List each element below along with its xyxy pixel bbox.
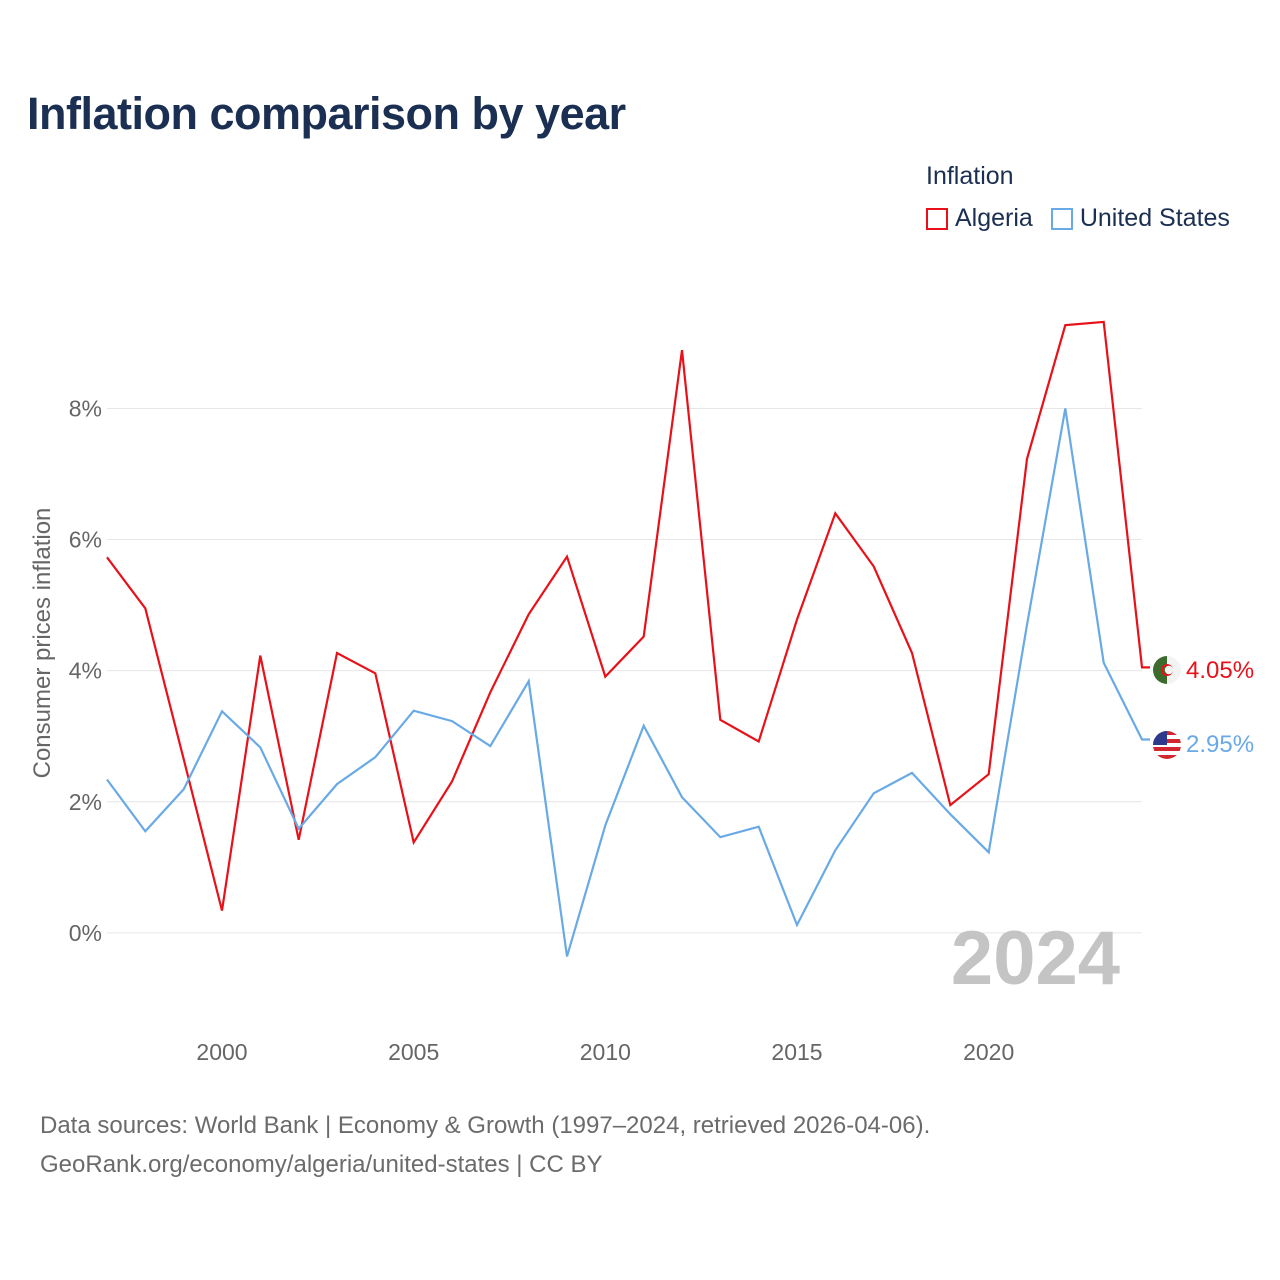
x-tick-label: 2010 — [580, 1039, 631, 1065]
legend-item-algeria[interactable]: Algeria — [926, 204, 1033, 233]
source-line-1: Data sources: World Bank | Economy & Gro… — [40, 1112, 931, 1139]
series-line-united-states[interactable] — [106, 408, 1150, 957]
y-axis-label: Consumer prices inflation — [29, 508, 56, 779]
y-tick-label: 2% — [69, 789, 102, 815]
y-tick-label: 0% — [69, 920, 102, 946]
legend-swatch-algeria — [926, 207, 948, 230]
source-note: Data sources: World Bank | Economy & Gro… — [40, 1106, 930, 1184]
x-tick-label: 2000 — [196, 1039, 247, 1065]
gridlines — [107, 407, 1142, 934]
x-tick-label: 2005 — [388, 1039, 439, 1065]
united-states-end-value: 2.95% — [1186, 731, 1254, 758]
x-axis-ticks: 2000 2005 2010 2015 2020 — [196, 1039, 1014, 1065]
legend-label-algeria: Algeria — [955, 204, 1033, 232]
legend-swatch-united-states — [1050, 207, 1073, 230]
x-tick-label: 2020 — [963, 1039, 1014, 1065]
source-link[interactable]: GeoRank.org/economy/algeria/united-state… — [40, 1151, 603, 1178]
legend-title: Inflation — [926, 162, 1014, 190]
y-tick-label: 8% — [69, 395, 102, 421]
series-lines — [105, 320, 1150, 958]
y-tick-label: 6% — [69, 527, 102, 553]
data-points-united-states — [105, 406, 1144, 958]
legend-item-united-states[interactable]: United States — [1050, 204, 1230, 233]
x-tick-label: 2015 — [771, 1039, 822, 1065]
y-axis-ticks: 0% 2% 4% 6% 8% — [69, 395, 102, 945]
united-states-flag-icon — [1153, 731, 1181, 759]
legend: Algeria United States — [926, 204, 1248, 233]
year-watermark: 2024 — [951, 916, 1120, 1001]
legend-label-united-states: United States — [1079, 204, 1230, 232]
algeria-end-value: 4.05% — [1186, 657, 1254, 684]
chart-title: Inflation comparison by year — [27, 88, 626, 139]
algeria-flag-icon — [1153, 656, 1181, 684]
series-line-algeria[interactable] — [106, 320, 1150, 911]
line-chart: 0% 2% 4% 6% 8% 2000 2005 2010 2015 2020 Consumer… — [29, 320, 1254, 1065]
y-tick-label: 4% — [69, 658, 102, 684]
